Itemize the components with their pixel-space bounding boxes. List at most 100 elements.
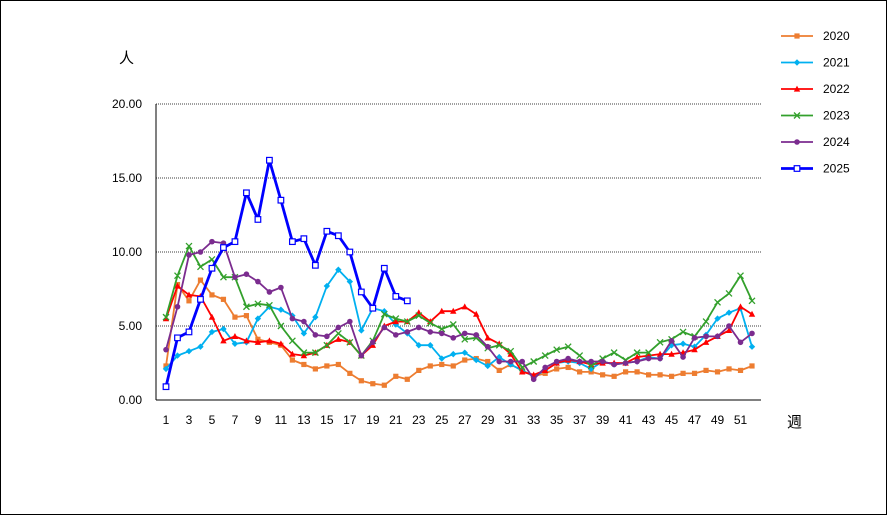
x-tick-label: 47 — [688, 413, 702, 427]
data-point-open-square — [185, 328, 193, 336]
data-point-cross — [185, 242, 193, 250]
data-point-square — [381, 382, 387, 388]
data-point-square — [554, 366, 560, 372]
x-tick-label: 17 — [343, 413, 357, 427]
x-tick-label: 39 — [596, 413, 610, 427]
data-point-triangle — [438, 307, 445, 314]
data-point-square — [462, 357, 468, 363]
data-point-square — [335, 361, 341, 368]
data-point-diamond — [323, 282, 331, 290]
data-point-square — [645, 372, 652, 378]
data-point-diamond — [714, 315, 721, 322]
data-point-circle — [393, 332, 399, 338]
cross-stroke — [679, 328, 687, 336]
x-tick-label: 3 — [186, 413, 193, 427]
data-point-circle — [496, 358, 503, 365]
cross-stroke — [449, 321, 457, 328]
data-point-circle — [542, 364, 548, 371]
data-point-open-square — [266, 156, 273, 164]
data-point-diamond — [208, 328, 216, 336]
data-point-circle — [749, 330, 755, 337]
data-point-triangle — [300, 352, 308, 359]
cross-stroke — [461, 335, 469, 343]
legend-item-2020: 2020 — [781, 29, 850, 43]
data-point-square — [726, 366, 732, 372]
y-tick-label: 0.00 — [119, 393, 143, 407]
data-point-open-square — [392, 293, 400, 300]
series-line — [165, 285, 753, 376]
data-point-cross — [461, 335, 469, 343]
cross-stroke — [323, 341, 331, 349]
data-point-circle — [726, 323, 732, 329]
data-point-triangle — [277, 340, 285, 347]
data-point-cross — [564, 343, 572, 351]
x-tick-label: 37 — [573, 413, 587, 427]
cross-stroke — [541, 352, 549, 360]
data-point-circle — [668, 338, 675, 344]
cross-stroke — [265, 301, 273, 309]
cross-stroke — [403, 318, 411, 326]
data-point-diamond — [427, 342, 434, 349]
data-point-square — [312, 366, 318, 372]
data-point-triangle — [507, 350, 514, 357]
data-point-circle — [553, 358, 560, 365]
data-point-triangle — [473, 310, 480, 317]
data-point-circle — [530, 376, 537, 383]
legend-label: 2024 — [823, 135, 850, 149]
plot-area — [162, 156, 756, 391]
data-point-circle — [611, 361, 617, 368]
data-point-triangle — [185, 291, 193, 298]
data-point-triangle — [461, 303, 468, 310]
x-tick-label: 9 — [255, 413, 262, 427]
data-point-open-square — [243, 189, 250, 197]
cross-stroke — [242, 303, 250, 311]
data-point-circle — [438, 330, 445, 337]
cross-stroke — [185, 242, 193, 250]
data-point-circle — [197, 249, 204, 255]
data-point-triangle — [633, 353, 641, 360]
cross-stroke — [197, 263, 204, 271]
cross-stroke — [162, 313, 170, 321]
series-line — [165, 245, 753, 369]
data-point-cross — [748, 297, 756, 305]
x-tick-label: 29 — [481, 413, 495, 427]
data-point-open-square — [220, 244, 227, 251]
data-point-circle — [186, 252, 192, 258]
data-point-circle — [461, 330, 468, 337]
data-point-circle — [335, 324, 342, 331]
data-point-square — [289, 357, 295, 363]
data-point-circle — [634, 358, 640, 365]
cross-stroke — [553, 346, 561, 354]
data-point-circle — [622, 360, 629, 366]
data-point-open-square — [208, 264, 216, 272]
cross-stroke — [793, 112, 801, 119]
data-point-square — [634, 369, 640, 375]
data-point-diamond — [174, 352, 181, 359]
data-point-open-square — [357, 288, 365, 296]
data-point-square — [450, 363, 456, 369]
data-point-cross — [208, 255, 216, 263]
series-line — [165, 268, 753, 378]
data-point-diamond — [473, 356, 480, 364]
data-point-diamond — [312, 313, 319, 321]
x-tick-label: 11 — [275, 413, 288, 427]
cross-stroke — [576, 352, 584, 360]
data-point-square — [680, 370, 686, 376]
data-point-circle — [680, 354, 686, 360]
data-point-cross — [495, 341, 503, 349]
data-point-cross — [323, 341, 331, 349]
data-point-open-square — [162, 383, 170, 391]
data-point-circle — [507, 358, 514, 365]
data-point-square — [243, 313, 250, 319]
data-point-circle — [703, 333, 709, 340]
data-point-cross — [242, 303, 250, 311]
cross-stroke — [725, 289, 733, 297]
data-point-circle — [657, 355, 663, 362]
data-point-cross — [656, 338, 664, 346]
data-point-square — [714, 369, 721, 375]
legend-label: 2020 — [823, 29, 850, 43]
y-tick-label: 5.00 — [119, 319, 143, 333]
data-point-diamond — [725, 309, 733, 316]
